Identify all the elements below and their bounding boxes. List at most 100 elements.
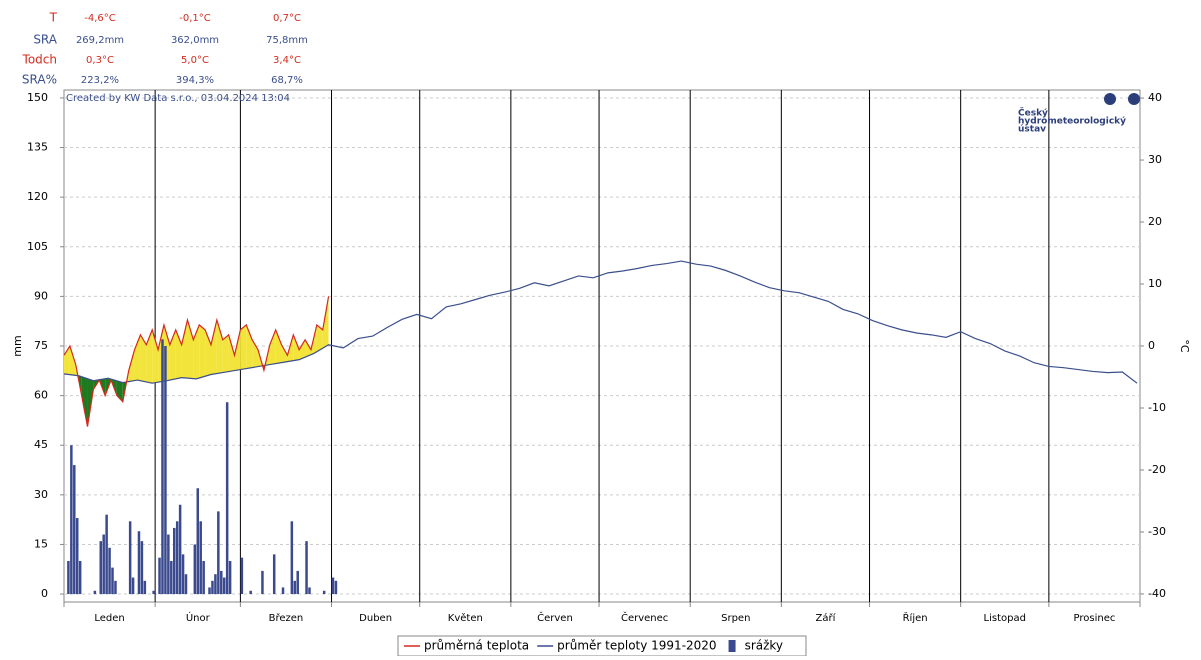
anomaly-fill [228,334,235,372]
anomaly-fill [193,324,200,379]
summary-value: 75,8mm [266,35,308,46]
summary-value: -0,1°C [179,13,211,24]
bar [175,521,179,595]
summary-label: SRA% [22,73,57,87]
summary-label: T [49,11,58,25]
x-tick-label: Únor [186,611,211,624]
bar [78,560,82,595]
bar [73,465,76,595]
bar [114,580,117,595]
summary-value: -4,6°C [84,13,116,24]
logo-text: Český [1018,107,1048,119]
bar [99,541,102,595]
bar [172,527,176,595]
bar [184,574,188,595]
bar [240,557,244,595]
x-tick-label: Listopad [984,613,1026,624]
bar [272,554,276,595]
bar [217,511,220,595]
bar [290,521,294,595]
summary-value: 0,7°C [273,13,301,24]
anomaly-fill [322,296,329,349]
legend-label: průměr teploty 1991-2020 [557,639,716,653]
bar [67,560,70,595]
bar [164,346,167,595]
bar [199,521,202,595]
bar [193,544,197,595]
anomaly-fill [81,376,88,427]
annotation: Created by KW Data s.r.o., 03.04.2024 13… [66,93,290,104]
summary-value: 5,0°C [181,55,209,66]
bar [128,521,132,595]
y-tick-label: 90 [34,289,48,302]
bar [249,590,252,595]
bar [293,580,297,595]
anomaly-fill [234,329,241,371]
bar [111,567,114,595]
anomaly-fill [246,324,253,369]
legend-swatch [728,640,736,652]
y-tick-label: 150 [27,91,48,104]
y-tick-label: 120 [27,190,48,203]
anomaly-fill [181,319,188,379]
anomaly-fill [293,334,300,361]
bar [296,570,299,595]
x-tick-label: Říjen [903,611,928,624]
y-tick-label: 105 [27,240,48,253]
bar [170,560,173,595]
anomaly-fill [316,324,323,352]
summary-value: 362,0mm [171,35,219,46]
bar [281,587,285,595]
bar [102,534,105,595]
bar [202,560,205,595]
y-tick-label: 60 [34,389,48,402]
logo-text: hydrometeorologický [1018,117,1126,127]
summary-label: Todch [22,53,57,67]
bar [70,445,73,595]
bar [322,590,326,595]
bar [331,577,335,595]
bar [140,541,144,595]
y2-tick-label: -40 [1148,587,1166,600]
bar [178,504,182,595]
anomaly-fill [275,329,282,364]
bar [228,560,232,595]
bar [131,577,135,595]
anomaly-fill [305,339,311,358]
bar [75,517,79,595]
logo-dot [1104,93,1116,105]
summary-value: 0,3°C [86,55,114,66]
legend: průměrná teplota průměr teploty 1991-2020… [397,635,807,657]
y-tick-label: 15 [34,537,48,550]
y2-tick-label: 30 [1148,153,1162,166]
bar [225,402,229,595]
legend-label: průměrná teplota [424,639,529,653]
y-tick-label: 30 [34,488,48,501]
anomaly-fill [152,329,159,384]
anomaly-fill [210,319,217,375]
x-tick-label: Duben [359,613,392,624]
x-tick-label: Září [815,612,836,624]
anomaly-fill [216,319,223,374]
bar [222,577,226,595]
y2-axis-label: °C [1178,339,1191,353]
anomaly-fill [269,329,276,365]
summary-value: 269,2mm [76,35,124,46]
x-tick-label: Prosinec [1074,613,1116,624]
y-tick-label: 0 [41,587,48,600]
bar [143,580,147,595]
legend-label: srážky [745,639,783,653]
bar [181,554,185,595]
bar [93,590,97,595]
logo-dot [1128,93,1140,105]
bar [167,534,170,595]
anomaly-fill [299,339,306,360]
bar [108,547,111,595]
summary-value: 223,2% [81,75,119,86]
y-tick-label: 135 [27,141,48,154]
bar [211,580,214,595]
y-axis-label: mm [11,335,24,356]
x-tick-label: Květen [448,612,483,624]
bar [158,557,161,595]
x-tick-label: Červen [537,611,573,624]
